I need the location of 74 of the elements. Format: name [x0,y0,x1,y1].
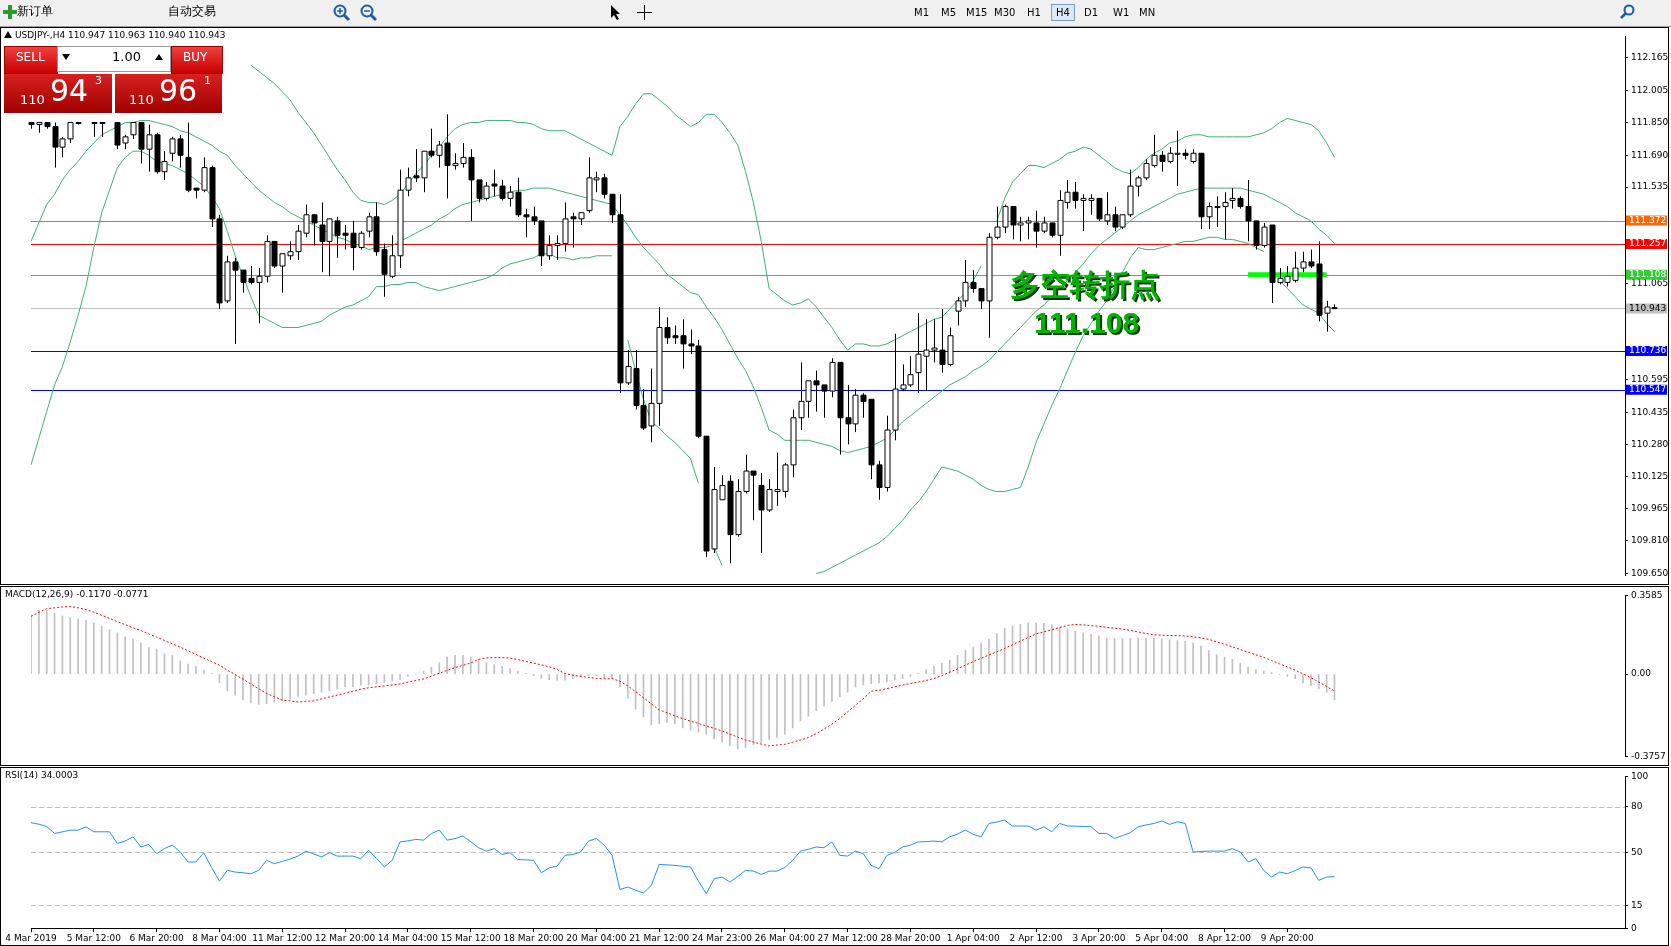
text: MN [1139,7,1156,18]
annotation: 110 [129,92,154,108]
text: M30 [994,7,1016,18]
x-tick-label: 21 Mar 12:00 [629,932,690,943]
y-tick-label: -0.3757 [1631,750,1666,761]
x-tick-label: 18 Mar 20:00 [503,932,564,943]
x-tick-label: 2 Apr 12:00 [1009,932,1063,943]
x-tick-label: 1 Apr 04:00 [946,932,1001,943]
x-tick-label: 15 Mar 12:00 [440,932,502,943]
ref-line-label: 110.943 [1629,302,1667,313]
annotation: 3 [95,74,102,88]
x-tick-label: 11 Mar 12:00 [252,932,313,943]
x-tick-label: 14 Mar 04:00 [377,932,439,943]
ref-line-label: 111.372 [1629,214,1667,225]
chart-title: USDJPY-,H4 110.947 110.963 110.940 110.943 [15,30,226,40]
annotation: 1 [204,74,211,88]
y-tick-label: 111.850 [1631,116,1669,127]
annotation: 94 [50,73,89,108]
x-tick-label: 6 Mar 20:00 [129,932,185,943]
ref-line-label: 111.257 [1629,238,1667,249]
text: H1 [1027,7,1041,18]
text: H4 [1051,4,1075,21]
y-tick-label: 111.690 [1631,149,1669,160]
text: 自动交易 [168,4,216,19]
x-tick-label: 3 Apr 20:00 [1072,932,1126,943]
text: M5 [941,7,956,18]
x-tick-label: 12 Mar 20:00 [315,932,376,943]
y-tick-label: 111.535 [1631,181,1669,192]
text: M15 [966,7,988,18]
y-tick-label: 110.435 [1631,406,1669,417]
annotation: SELL [16,50,45,65]
y-tick-label: 109.810 [1631,535,1669,546]
x-tick-label: 27 Mar 12:00 [817,932,878,943]
annotation: 1.00 [112,49,141,65]
x-tick-label: 20 Mar 04:00 [566,932,627,943]
y-tick-label: 110.280 [1631,438,1669,449]
chart-title: RSI(14) 34.0003 [5,770,79,780]
text: M1 [914,7,929,18]
x-tick-label: 9 Apr 20:00 [1260,932,1315,943]
y-tick-label: 109.650 [1631,567,1669,578]
y-tick-label: 15 [1631,899,1643,910]
x-tick-label: 8 Mar 04:00 [192,932,247,943]
text: W1 [1113,7,1130,18]
y-tick-label: 50 [1631,846,1643,857]
x-tick-label: 5 Apr 04:00 [1135,932,1189,943]
x-tick-label: 26 Mar 04:00 [754,932,816,943]
x-tick-label: 8 Apr 12:00 [1198,932,1252,943]
chart-title: MACD(12,26,9) -0.1170 -0.0771 [5,589,149,599]
y-tick-label: 80 [1631,801,1643,812]
annotation: 110 [20,92,45,108]
annotation: BUY [183,50,208,65]
y-tick-label: 110.125 [1631,470,1669,481]
y-tick-label: 0.00 [1631,668,1652,679]
annotation: 多空转折点 [1010,268,1160,301]
y-tick-label: 0.3585 [1631,589,1663,600]
y-tick-label: 0 [1631,922,1637,933]
x-tick-label: 24 Mar 23:00 [691,932,753,943]
x-tick-label: 28 Mar 20:00 [880,932,941,943]
text: D1 [1084,7,1099,18]
y-tick-label: 110.595 [1631,374,1669,385]
ref-line-label: 110.547 [1629,383,1667,394]
ref-line-label: 111.108 [1629,268,1667,279]
y-tick-label: 112.005 [1631,85,1669,96]
annotation: 96 [159,73,198,108]
line-series [30,605,1335,747]
y-tick-label: 109.965 [1631,503,1669,514]
annotation: 111.108 [1034,306,1140,339]
ref-line-label: 110.736 [1629,345,1667,356]
x-tick-label: 5 Mar 12:00 [66,932,122,943]
x-tick-label: 4 Mar 2019 [5,932,57,943]
y-tick-label: 100 [1631,770,1649,781]
text: 新订单 [17,4,53,19]
y-tick-label: 111.065 [1631,277,1669,288]
y-tick-label: 112.165 [1631,52,1669,63]
